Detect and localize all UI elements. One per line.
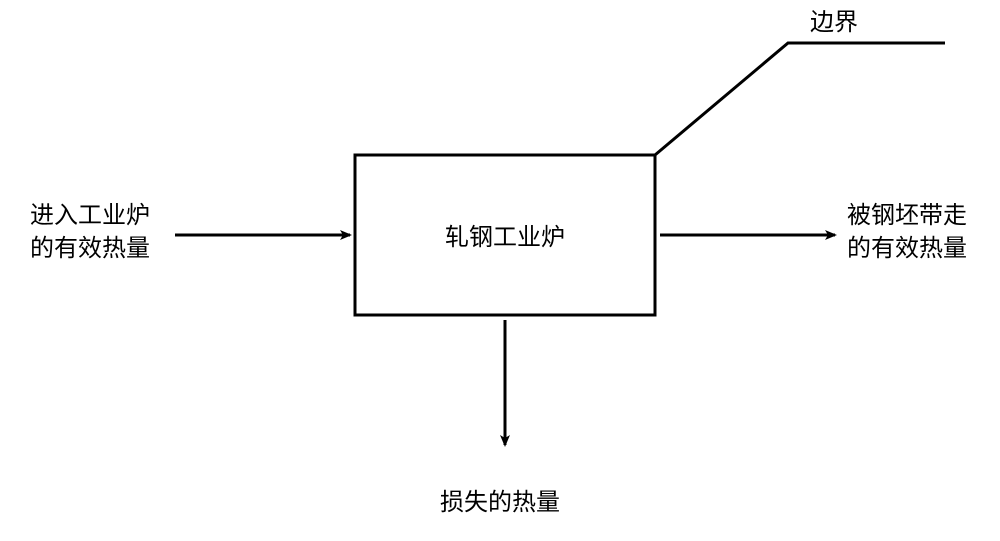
loss-label: 损失的热量 bbox=[440, 489, 560, 516]
output-l1-label: 被钢坯带走 bbox=[847, 202, 967, 229]
input-l1-label: 进入工业炉 bbox=[30, 202, 150, 229]
boundary-label: 边界 bbox=[810, 9, 858, 36]
output-l2-label: 的有效热量 bbox=[847, 235, 967, 262]
boundary-leader bbox=[655, 43, 945, 155]
input-l2-label: 的有效热量 bbox=[30, 235, 150, 262]
furnace-box-label: 轧钢工业炉 bbox=[445, 224, 565, 251]
